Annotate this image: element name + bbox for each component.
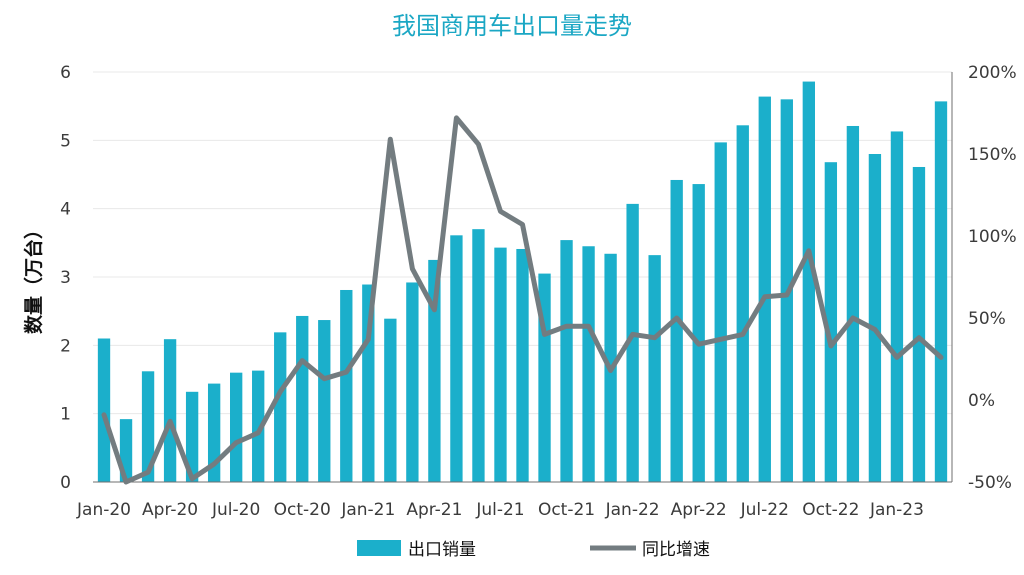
- bar: [296, 315, 309, 482]
- x-tick-label: Jan-20: [76, 500, 131, 520]
- bar: [163, 339, 177, 482]
- right-axis-ticks: -50% 0% 50% 100% 150% 200%: [968, 63, 1017, 493]
- bar: [626, 203, 639, 482]
- left-tick-label: 1: [60, 405, 71, 425]
- legend-label-bar: 出口销量: [408, 540, 476, 560]
- bar: [274, 332, 287, 482]
- bar: [229, 372, 243, 482]
- bar: [207, 383, 221, 482]
- bar: [406, 282, 419, 482]
- bar: [185, 391, 199, 482]
- bar: [912, 166, 926, 482]
- bar: [714, 142, 727, 482]
- right-tick-label: 50%: [968, 309, 1006, 329]
- left-tick-label: 0: [60, 473, 71, 493]
- bar: [582, 246, 595, 482]
- x-tick-label: Jul-22: [740, 500, 789, 520]
- left-tick-label: 5: [60, 131, 71, 151]
- x-tick-label: Jan-23: [869, 500, 924, 520]
- bar: [824, 162, 838, 482]
- bar: [736, 125, 749, 483]
- bar: [648, 255, 661, 482]
- left-tick-label: 2: [60, 336, 71, 356]
- bar: [846, 125, 860, 482]
- legend: 出口销量 同比增速: [357, 540, 710, 560]
- bar: [758, 96, 771, 482]
- x-tick-label: Apr-20: [142, 500, 198, 520]
- x-tick-label: Apr-22: [671, 500, 727, 520]
- x-tick-label: Oct-21: [538, 500, 595, 520]
- bar: [450, 235, 463, 482]
- bar: [802, 81, 816, 483]
- x-tick-label: Oct-20: [274, 500, 331, 520]
- x-tick-label: Apr-21: [406, 500, 462, 520]
- bar: [428, 259, 441, 482]
- line-series-layer: [101, 115, 944, 485]
- left-tick-label: 4: [60, 200, 71, 220]
- bar: [252, 370, 265, 482]
- legend-label-line: 同比增速: [642, 540, 710, 560]
- bar: [692, 184, 705, 483]
- bar: [318, 320, 331, 482]
- left-axis-ticks: 0 1 2 3 4 5 6: [60, 63, 71, 493]
- growth-line: [101, 115, 944, 485]
- bar-series-layer: [97, 81, 948, 483]
- right-tick-label: 100%: [968, 227, 1017, 247]
- bar: [141, 371, 155, 482]
- legend-swatch-bar: [357, 540, 401, 556]
- bar: [472, 229, 485, 482]
- right-tick-label: -50%: [968, 473, 1012, 493]
- bar: [516, 248, 529, 482]
- bar: [340, 289, 353, 482]
- x-tick-label: Jan-22: [605, 500, 660, 520]
- left-tick-label: 3: [60, 268, 71, 288]
- x-tick-label: Jul-20: [211, 500, 260, 520]
- right-tick-label: 200%: [968, 63, 1017, 83]
- bar: [560, 240, 573, 482]
- right-tick-label: 150%: [968, 145, 1017, 165]
- bar: [934, 101, 948, 482]
- left-tick-label: 6: [60, 63, 71, 83]
- x-tick-label: Jan-21: [340, 500, 395, 520]
- y-axis-label: 数量（万台）: [22, 220, 45, 334]
- x-tick-label: Oct-22: [802, 500, 859, 520]
- x-tick-label: Jul-21: [475, 500, 524, 520]
- bar: [670, 179, 683, 482]
- right-tick-label: 0%: [968, 391, 995, 411]
- x-axis-ticks: Jan-20 Apr-20 Jul-20 Oct-20 Jan-21 Apr-21 Jul-…: [76, 500, 924, 520]
- bar: [868, 154, 882, 482]
- bar: [494, 247, 507, 482]
- chart-title: 我国商用车出口量走势: [392, 12, 632, 40]
- bar: [384, 318, 397, 482]
- axes: [93, 72, 953, 483]
- bar: [97, 338, 111, 482]
- bar: [890, 131, 904, 482]
